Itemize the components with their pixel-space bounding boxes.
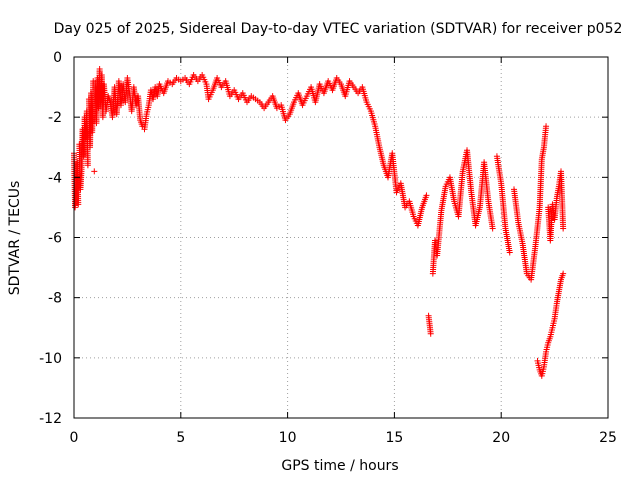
data-point	[489, 225, 496, 232]
axis-ticks: 0 5 10 15 20 25 -12 -10 -8 -6 -4 -2 0	[39, 50, 617, 446]
y-tick-label: -6	[48, 231, 62, 247]
data-point	[427, 330, 434, 337]
data-point	[506, 249, 513, 256]
y-tick-label: -8	[48, 291, 62, 307]
y-tick-label: -4	[48, 170, 62, 186]
y-tick-label: 0	[53, 50, 62, 66]
x-tick-label: 15	[385, 430, 403, 446]
data-point	[560, 270, 567, 277]
x-tick-label: 10	[279, 430, 297, 446]
x-tick-label: 0	[70, 430, 79, 446]
y-tick-label: -12	[39, 411, 62, 427]
y-tick-label: -10	[39, 351, 62, 367]
x-tick-label: 5	[176, 430, 185, 446]
data-point	[91, 168, 98, 175]
x-tick-label: 20	[492, 430, 510, 446]
y-tick-label: -2	[48, 110, 62, 126]
data-point	[75, 201, 82, 208]
chart-title: Day 025 of 2025, Sidereal Day-to-day VTE…	[54, 21, 623, 37]
x-tick-label: 25	[599, 430, 617, 446]
y-axis-label: SDTVAR / TECUs	[7, 181, 23, 296]
data-point	[543, 123, 550, 130]
x-axis-label: GPS time / hours	[281, 458, 398, 474]
grid	[74, 57, 608, 418]
data-point	[84, 162, 91, 169]
data-point	[90, 78, 97, 85]
data-point	[423, 192, 430, 199]
data-point	[560, 225, 567, 232]
data-series	[71, 66, 567, 379]
